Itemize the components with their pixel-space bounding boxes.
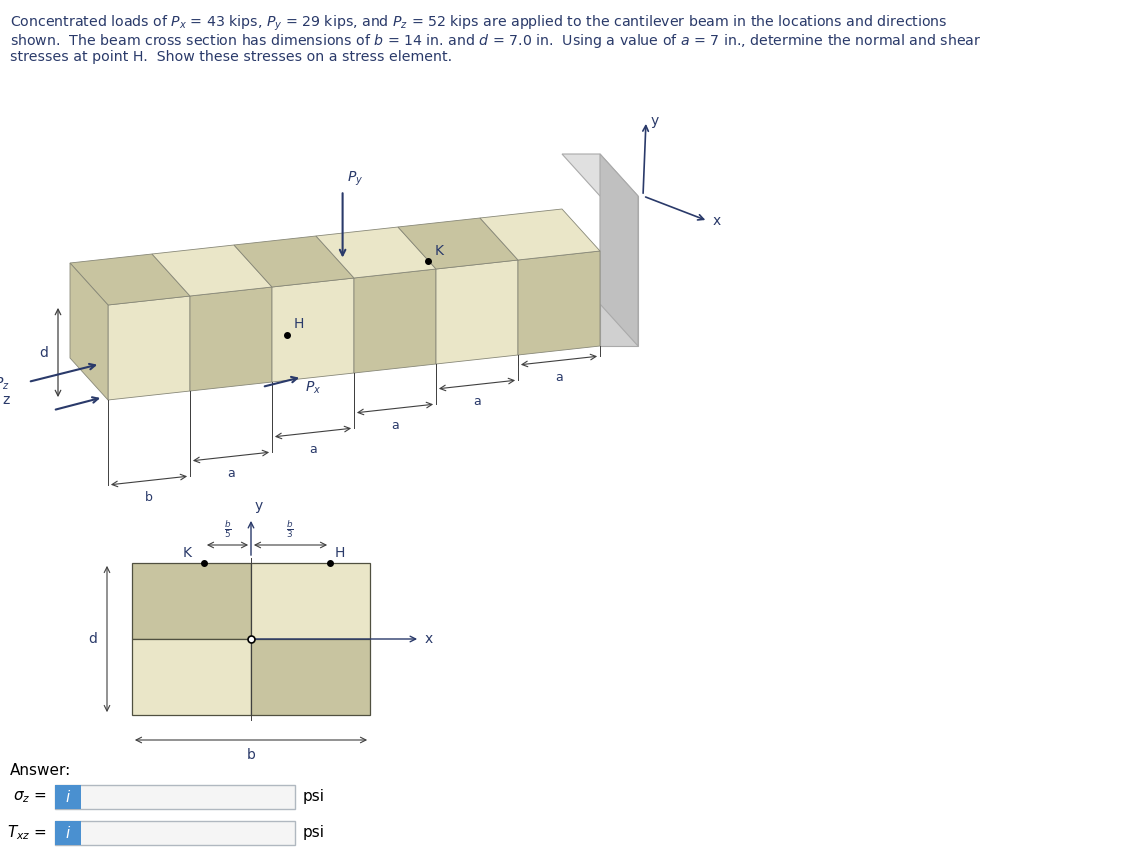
Text: H: H (335, 546, 345, 560)
Text: z: z (2, 393, 10, 407)
Bar (55, 821, 295, 845)
Polygon shape (70, 254, 190, 305)
Text: y: y (254, 499, 264, 513)
Bar (132, 639, 251, 715)
Text: $P_x$: $P_x$ (305, 380, 321, 396)
Bar (55, 785, 81, 809)
Text: a: a (555, 371, 563, 383)
Polygon shape (518, 251, 601, 355)
Polygon shape (234, 236, 354, 287)
Text: K: K (434, 244, 443, 258)
Text: i: i (66, 825, 70, 841)
Text: Answer:: Answer: (10, 763, 71, 778)
Polygon shape (601, 154, 638, 346)
Text: $\sigma_z$ =: $\sigma_z$ = (14, 789, 48, 805)
Text: a: a (227, 467, 235, 479)
Bar (251, 563, 370, 639)
Bar (132, 563, 251, 639)
Text: d: d (88, 632, 97, 646)
Text: K: K (183, 546, 192, 560)
Text: b: b (247, 748, 256, 762)
Text: shown.  The beam cross section has dimensions of $b$ = 14 in. and $d$ = 7.0 in. : shown. The beam cross section has dimens… (10, 32, 982, 50)
Text: i: i (66, 790, 70, 804)
Text: a: a (391, 418, 399, 432)
Text: $T_{xz}$ =: $T_{xz}$ = (7, 824, 48, 842)
Polygon shape (107, 296, 190, 400)
Polygon shape (271, 278, 354, 382)
Text: a: a (309, 443, 317, 456)
Text: x: x (425, 632, 433, 646)
Polygon shape (398, 218, 518, 269)
Text: x: x (713, 214, 722, 228)
Polygon shape (435, 260, 518, 364)
Polygon shape (562, 154, 638, 196)
Bar (251, 639, 370, 715)
Text: b: b (145, 490, 153, 503)
Text: d: d (40, 345, 48, 360)
Text: psi: psi (303, 790, 325, 804)
Polygon shape (480, 209, 601, 260)
Bar (55, 821, 81, 845)
Polygon shape (190, 287, 271, 391)
Polygon shape (70, 263, 107, 400)
Bar (55, 785, 295, 809)
Polygon shape (152, 245, 271, 296)
Polygon shape (354, 269, 435, 373)
Text: a: a (473, 394, 481, 407)
Text: psi: psi (303, 825, 325, 841)
Text: $\frac{b}{5}$: $\frac{b}{5}$ (224, 518, 232, 540)
Polygon shape (316, 227, 435, 278)
Text: y: y (651, 114, 659, 128)
Polygon shape (601, 196, 638, 346)
Text: H: H (294, 316, 304, 331)
Text: $\frac{b}{3}$: $\frac{b}{3}$ (286, 518, 294, 540)
Text: Concentrated loads of $P_x$ = 43 kips, $P_y$ = 29 kips, and $P_z$ = 52 kips are : Concentrated loads of $P_x$ = 43 kips, $… (10, 14, 948, 33)
Text: $P_y$: $P_y$ (346, 170, 363, 189)
Text: $P_z$: $P_z$ (0, 376, 10, 392)
Text: stresses at point H.  Show these stresses on a stress element.: stresses at point H. Show these stresses… (10, 50, 452, 64)
